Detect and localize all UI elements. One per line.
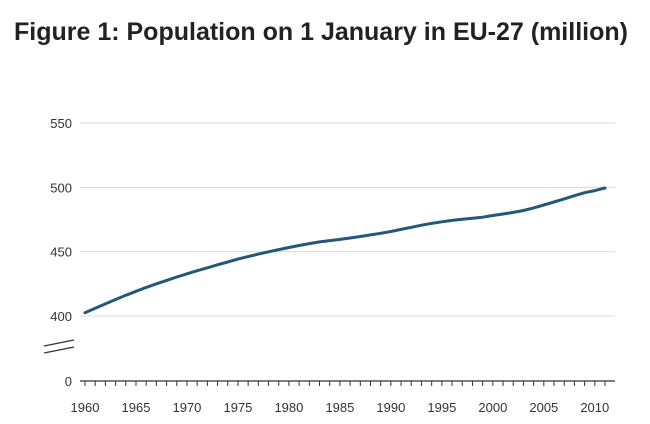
x-tick-label-1970: 1970: [172, 400, 201, 415]
x-tick-labels: 1960 1965 1970 1975 1980 1985 1990 1995 2000 2005…: [71, 400, 610, 415]
x-axis: [80, 380, 615, 386]
x-tick-label-1980: 1980: [274, 400, 303, 415]
y-tick-label-550: 550: [50, 116, 72, 131]
y-axis-break-marker: [43, 339, 75, 354]
x-tick-label-1975: 1975: [223, 400, 252, 415]
x-tick-label-1960: 1960: [71, 400, 100, 415]
axis-break-stroke-2: [43, 346, 75, 354]
y-tick-labels: 0 400 450 500 550: [50, 116, 72, 389]
axis-break-stroke-1: [43, 339, 75, 347]
chart-title: Figure 1: Population on 1 January in EU-…: [14, 18, 628, 46]
series-group: [83, 186, 607, 315]
x-tick-label-1990: 1990: [376, 400, 405, 415]
series-line-1: [83, 186, 607, 315]
x-tick-label-2010: 2010: [580, 400, 609, 415]
y-tick-label-400: 400: [50, 309, 72, 324]
x-tick-label-2000: 2000: [478, 400, 507, 415]
x-tick-label-1965: 1965: [122, 400, 151, 415]
y-tick-label-0: 0: [65, 374, 72, 389]
y-tick-label-450: 450: [50, 245, 72, 260]
x-tick-label-2005: 2005: [529, 400, 558, 415]
grid-lines: [80, 122, 615, 317]
x-tick-label-1985: 1985: [325, 400, 354, 415]
x-tick-label-1995: 1995: [427, 400, 456, 415]
y-tick-label-500: 500: [50, 180, 72, 195]
